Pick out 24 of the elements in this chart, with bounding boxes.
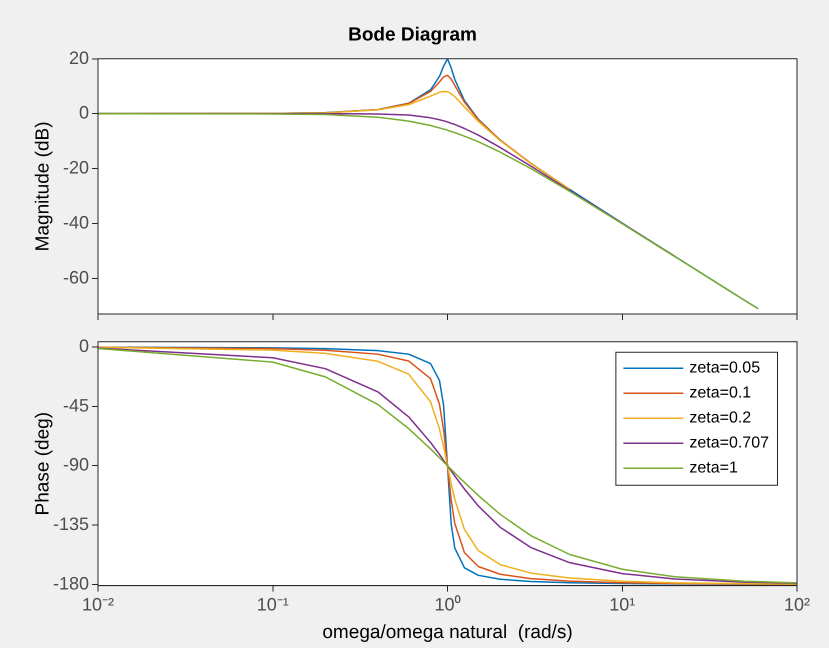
y-tick-label: 0 [78,336,89,356]
x-tick-label: 10⁰ [434,594,461,614]
y-tick-label: -135 [52,514,89,534]
chart-title: Bode Diagram [348,24,477,46]
x-tick-label: 10⁻² [82,594,114,614]
y-tick-label: 0 [78,102,89,123]
y-tick-label: -180 [52,573,89,594]
y-tick-label: 20 [68,48,89,68]
legend-label: zeta=0.2 [689,410,752,427]
x-tick-label: 10¹ [609,594,636,614]
legend-label: zeta=1 [689,460,738,477]
x-tick-label: 10² [784,594,810,614]
x-axis-title: omega/omega natural (rad/s) [322,622,573,643]
legend-label: zeta=0.707 [689,434,770,452]
y-tick-label: -90 [62,454,89,475]
y-axis-title: Magnitude (dB) [32,121,54,252]
y-tick-label: -45 [62,395,89,416]
y-tick-label: -20 [62,158,89,178]
legend-label: zeta=0.1 [689,384,752,402]
legend-label: zeta=0.05 [689,360,760,377]
y-axis-title: Phase (deg) [32,412,54,516]
y-tick-label: -40 [62,212,89,232]
x-tick-label: 10⁻¹ [256,594,289,614]
y-tick-label: -60 [62,267,89,288]
